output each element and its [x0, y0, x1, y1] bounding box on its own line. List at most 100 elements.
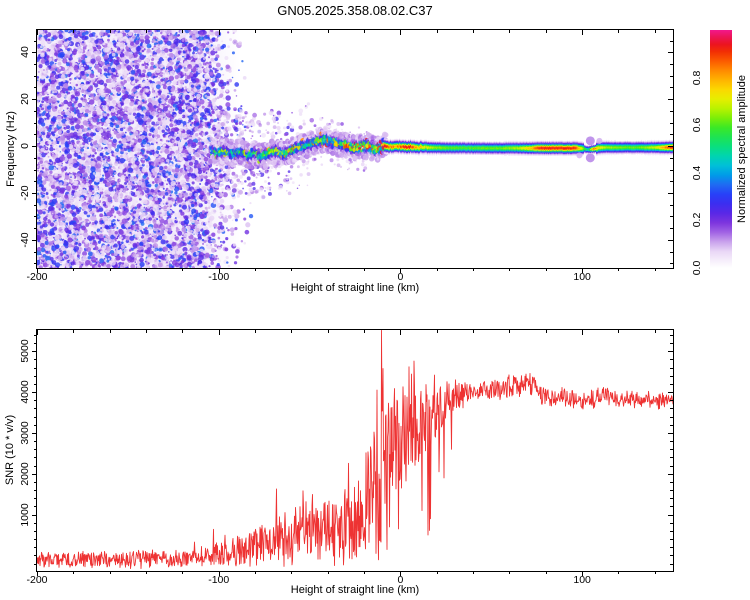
tick-mark — [654, 571, 656, 574]
colorbar-gradient — [710, 30, 732, 268]
tick-mark — [37, 571, 38, 576]
tick-mark — [473, 30, 475, 33]
tick-mark — [34, 408, 37, 410]
x-tick-label: -200 — [26, 574, 48, 586]
tick-mark — [34, 64, 37, 65]
tick-mark — [109, 571, 111, 574]
colorbar-tick-label: 0.2 — [691, 213, 703, 228]
tick-mark — [364, 330, 366, 333]
tick-mark — [436, 268, 438, 271]
tick-mark — [291, 30, 293, 33]
y-tick-label: 0 — [19, 143, 31, 149]
x-tick-label: -100 — [208, 574, 230, 586]
tick-mark — [32, 432, 37, 434]
tick-mark — [436, 30, 438, 33]
tick-mark — [34, 424, 37, 426]
tick-mark — [109, 30, 111, 33]
tick-mark — [668, 146, 673, 148]
tick-mark — [670, 530, 673, 532]
tick-mark — [146, 268, 148, 271]
tick-mark — [670, 157, 673, 159]
tick-mark — [473, 268, 475, 271]
spectrogram-canvas — [37, 30, 673, 268]
spectrogram-x-axis-label: Height of straight line (km) — [290, 282, 420, 294]
tick-mark — [34, 359, 37, 361]
tick-mark — [32, 146, 37, 148]
tick-mark — [34, 343, 37, 345]
tick-mark — [545, 268, 547, 271]
colorbar-label: Normalized spectral amplitude — [736, 75, 748, 223]
tick-mark — [34, 506, 37, 508]
colorbar-tick-label: 0.4 — [691, 165, 703, 181]
tick-mark — [618, 30, 620, 33]
tick-mark — [34, 441, 37, 443]
tick-mark — [37, 30, 38, 35]
tick-mark — [218, 30, 220, 35]
tick-mark — [668, 351, 673, 353]
tick-mark — [34, 530, 37, 532]
tick-mark — [32, 52, 37, 54]
tick-mark — [473, 330, 475, 333]
tick-mark — [670, 334, 673, 336]
tick-mark — [34, 547, 37, 549]
tick-mark — [618, 268, 620, 271]
tick-mark — [146, 330, 148, 333]
y-tick-label: 40 — [19, 46, 31, 59]
tick-mark — [509, 268, 511, 271]
x-tick-label: 100 — [573, 271, 591, 283]
tick-mark — [545, 330, 547, 333]
tick-mark — [670, 555, 673, 557]
tick-mark — [34, 449, 37, 451]
tick-mark — [670, 343, 673, 345]
tick-mark — [34, 181, 37, 183]
tick-mark — [670, 408, 673, 410]
tick-mark — [582, 268, 584, 273]
tick-mark — [545, 571, 547, 574]
tick-mark — [146, 30, 148, 33]
tick-mark — [670, 40, 673, 42]
colorbar-tick-label: 0.0 — [691, 260, 703, 276]
tick-mark — [32, 392, 37, 394]
tick-mark — [400, 330, 402, 335]
tick-mark — [670, 122, 673, 124]
tick-mark — [670, 441, 673, 443]
tick-mark — [670, 251, 673, 253]
y-tick-label: 5000 — [19, 339, 31, 363]
tick-mark — [34, 87, 37, 89]
tick-mark — [364, 30, 366, 33]
tick-mark — [34, 555, 37, 557]
tick-mark — [73, 268, 75, 271]
tick-mark — [582, 571, 584, 576]
tick-mark — [509, 571, 511, 574]
tick-mark — [34, 134, 37, 136]
tick-mark — [670, 457, 673, 459]
tick-mark — [654, 30, 656, 33]
y-tick-label: -20 — [19, 185, 31, 201]
tick-mark — [670, 181, 673, 183]
tick-mark — [509, 330, 511, 333]
tick-mark — [670, 481, 673, 483]
colorbar-tick-label: 0.8 — [691, 70, 703, 85]
colorbar-tick-label: 0.6 — [691, 117, 703, 133]
tick-mark — [34, 122, 37, 124]
tick-mark — [668, 52, 673, 54]
tick-mark — [32, 239, 37, 241]
tick-mark — [34, 481, 37, 483]
tick-mark — [182, 571, 184, 574]
tick-mark — [670, 263, 673, 265]
tick-mark — [73, 571, 75, 574]
tick-mark — [146, 571, 148, 574]
tick-mark — [37, 330, 38, 335]
tick-mark — [34, 416, 37, 418]
tick-mark — [255, 571, 257, 574]
tick-mark — [34, 522, 37, 524]
figure-title: GN05.2025.358.08.02.C37 — [277, 3, 433, 18]
tick-mark — [670, 216, 673, 218]
tick-mark — [618, 330, 620, 333]
tick-mark — [670, 416, 673, 418]
tick-mark — [670, 490, 673, 492]
tick-mark — [400, 571, 402, 576]
tick-mark — [670, 134, 673, 136]
tick-mark — [34, 75, 37, 77]
tick-mark — [670, 375, 673, 377]
